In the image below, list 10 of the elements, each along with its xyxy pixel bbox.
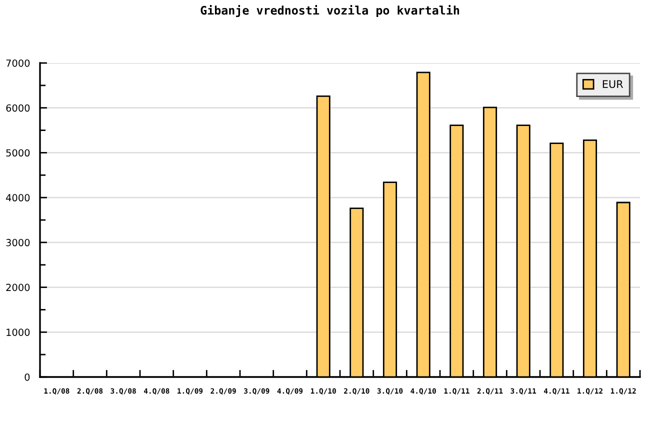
y-tick-label: 4000 bbox=[6, 194, 30, 202]
y-tick-label: 3000 bbox=[6, 238, 30, 246]
y-tick-label: 1000 bbox=[6, 328, 30, 336]
y-tick-label: 0 bbox=[24, 373, 30, 381]
y-tick-label: 5000 bbox=[6, 149, 30, 157]
y-tick-label: 7000 bbox=[6, 59, 30, 67]
y-tick-label: 2000 bbox=[6, 284, 30, 292]
y-tick-label: 6000 bbox=[6, 104, 30, 112]
chart-title: Gibanje vrednosti vozila po kvartalih bbox=[200, 5, 460, 17]
legend-label: EUR bbox=[602, 80, 624, 88]
